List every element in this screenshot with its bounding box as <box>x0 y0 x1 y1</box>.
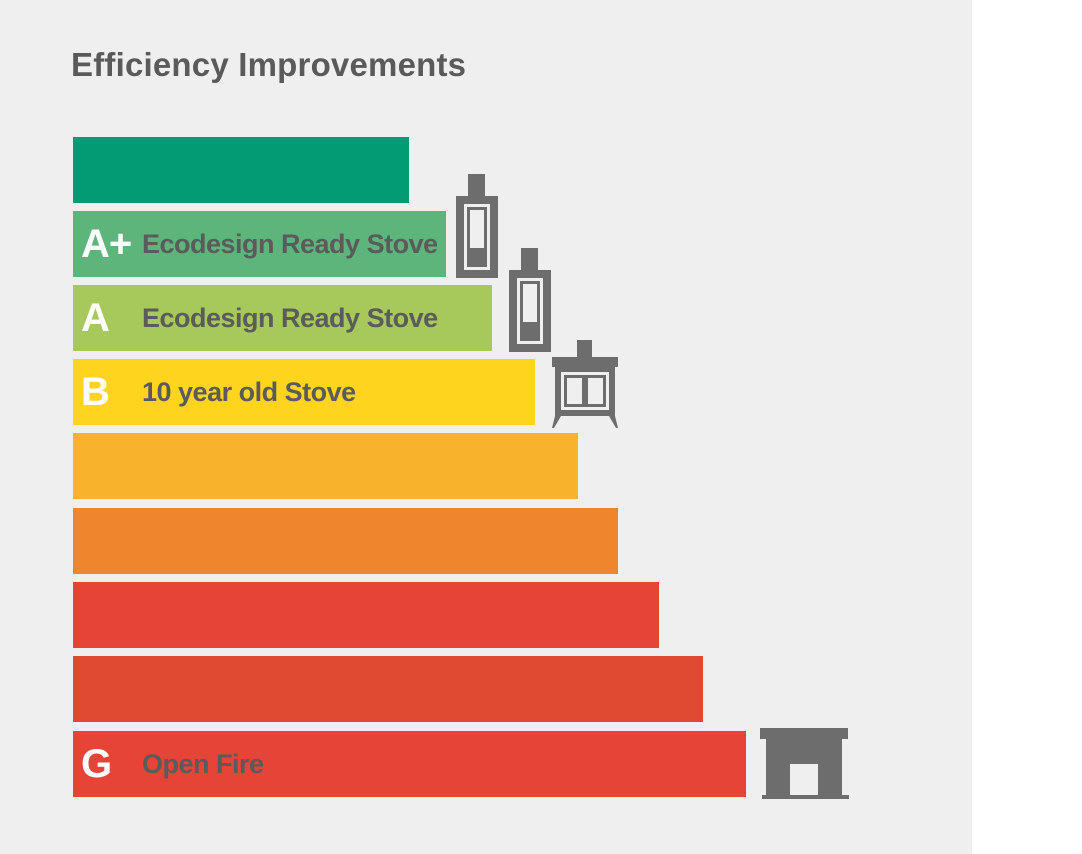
bar-label: Ecodesign Ready Stove <box>142 229 438 259</box>
efficiency-bar-b: B 10 year old Stove <box>73 359 535 425</box>
efficiency-bar-1 <box>73 137 409 203</box>
bar-label: Open Fire <box>142 749 264 779</box>
efficiency-bar-a: A Ecodesign Ready Stove <box>73 285 492 351</box>
grade-letter: G <box>81 742 112 786</box>
fireplace-icon <box>760 728 849 799</box>
efficiency-bar-g: G Open Fire <box>73 731 746 797</box>
bar-label: Ecodesign Ready Stove <box>142 303 438 333</box>
efficiency-bar-6 <box>73 508 618 574</box>
efficiency-bar-8 <box>73 656 703 722</box>
bar-label: 10 year old Stove <box>142 377 356 407</box>
tall-stove-icon <box>509 248 551 352</box>
chart-panel: Efficiency Improvements A+ Ecodesign Rea… <box>0 0 972 854</box>
efficiency-bar-7 <box>73 582 659 648</box>
efficiency-bar-5 <box>73 433 578 499</box>
page-title: Efficiency Improvements <box>71 46 467 83</box>
efficiency-bar-a-plus: A+ Ecodesign Ready Stove <box>73 211 446 277</box>
wood-stove-icon <box>552 340 618 428</box>
tall-stove-icon <box>456 174 498 278</box>
grade-letter: A+ <box>81 222 132 266</box>
efficiency-scale: A+ Ecodesign Ready Stove A Ecodesign Rea… <box>73 137 746 797</box>
grade-letter: A <box>81 296 110 340</box>
grade-letter: B <box>81 370 110 414</box>
